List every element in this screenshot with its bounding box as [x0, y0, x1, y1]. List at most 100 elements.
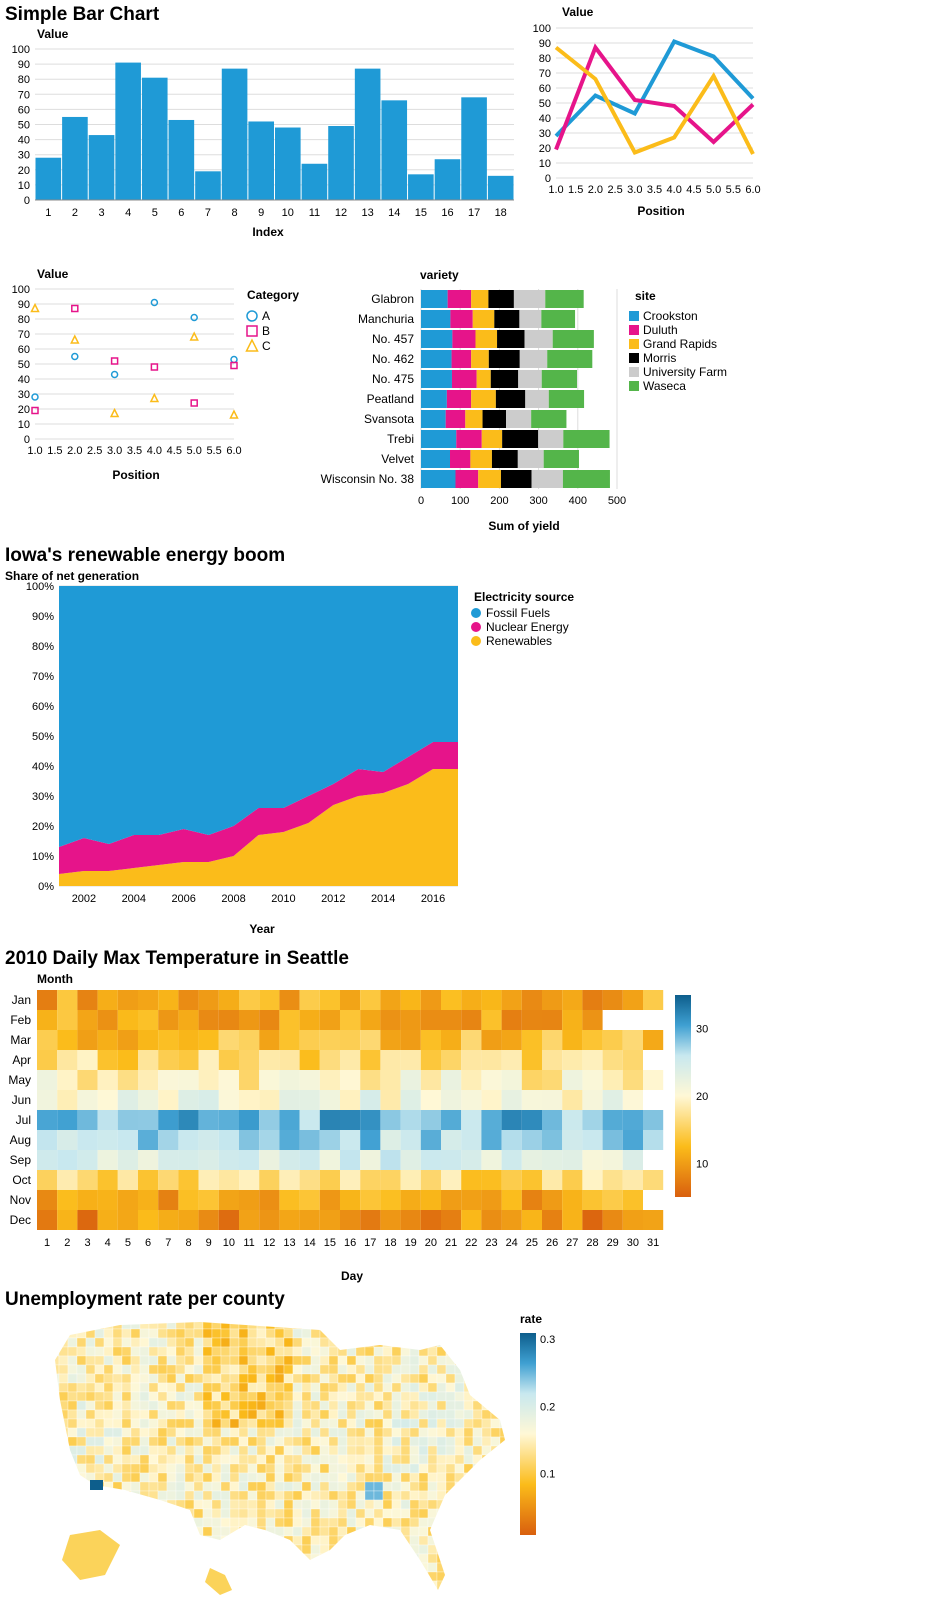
county	[175, 1463, 186, 1474]
iowa-y-tick: 90%	[32, 611, 54, 623]
county	[445, 1418, 456, 1429]
county	[238, 1409, 249, 1420]
county	[427, 1454, 438, 1465]
county	[247, 1355, 258, 1366]
county	[148, 1508, 159, 1519]
county	[463, 1499, 474, 1510]
seattle-day-tick: 20	[425, 1237, 437, 1249]
county	[436, 1508, 447, 1519]
county	[157, 1382, 168, 1393]
seattle-month-label: Jun	[12, 1093, 31, 1107]
county	[400, 1436, 411, 1447]
county	[121, 1418, 132, 1429]
county	[283, 1418, 294, 1429]
seattle-heat-cell	[481, 1170, 502, 1190]
seattle-heat-cell	[138, 1110, 159, 1130]
unemployment-title: Unemployment rate per county	[5, 1289, 285, 1310]
county	[238, 1526, 249, 1537]
barley-bar-segment	[421, 390, 447, 408]
barley-legend-swatch	[629, 311, 639, 321]
barley-bar-segment	[519, 350, 548, 368]
seattle-heat-cell	[117, 1170, 138, 1190]
county	[166, 1490, 177, 1501]
county	[310, 1481, 321, 1492]
county	[319, 1553, 330, 1564]
seattle-heat-cell	[380, 1010, 401, 1030]
county	[364, 1517, 375, 1528]
county	[409, 1544, 420, 1555]
seattle-heat-cell	[461, 1030, 482, 1050]
county	[58, 1427, 69, 1438]
seattle-heat-cell	[380, 1070, 401, 1090]
seattle-heat-cell	[218, 1030, 239, 1050]
county	[256, 1553, 267, 1564]
county	[130, 1535, 141, 1546]
seattle-day-tick: 23	[485, 1237, 497, 1249]
bar-chart-y-label: Value	[37, 27, 69, 41]
line-chart-x-tick: 4.0	[667, 184, 682, 196]
county	[130, 1508, 141, 1519]
county	[103, 1373, 114, 1384]
county	[481, 1346, 492, 1357]
county	[509, 1365, 518, 1374]
county	[184, 1382, 195, 1393]
county	[382, 1427, 393, 1438]
bar	[381, 100, 408, 200]
county	[328, 1499, 339, 1510]
county	[472, 1517, 483, 1528]
seattle-heat-cell	[259, 1050, 280, 1070]
county	[157, 1580, 168, 1590]
barley-bar-segment	[562, 470, 610, 488]
county	[427, 1562, 438, 1573]
scatter-chart-y-tick: 50	[18, 359, 30, 371]
county	[175, 1427, 186, 1438]
seattle-heat-cell	[178, 990, 199, 1010]
county	[364, 1589, 375, 1590]
seattle-heat-cell	[218, 1010, 239, 1030]
county	[256, 1526, 267, 1537]
county	[427, 1580, 438, 1590]
county	[76, 1517, 87, 1528]
barley-legend-title: site	[635, 289, 656, 303]
county	[184, 1445, 195, 1456]
county	[121, 1436, 132, 1447]
county	[373, 1373, 384, 1384]
scatter-chart-x-tick: 5.5	[206, 445, 221, 457]
county	[382, 1328, 393, 1339]
barley-bar-segment	[471, 290, 489, 308]
seattle-heat-cell	[138, 1130, 159, 1150]
county	[373, 1346, 384, 1357]
seattle-heat-cell	[97, 1110, 118, 1130]
county	[391, 1535, 402, 1546]
county	[283, 1364, 294, 1375]
county	[103, 1355, 114, 1366]
seattle-heat-cell	[481, 1210, 502, 1230]
county	[211, 1436, 222, 1447]
barley-x-tick: 200	[490, 495, 508, 507]
county	[175, 1418, 186, 1429]
county	[454, 1418, 465, 1429]
seattle-heat-cell	[562, 1130, 583, 1150]
seattle-heat-cell	[441, 990, 462, 1010]
county	[337, 1553, 348, 1564]
county	[139, 1400, 150, 1411]
county	[400, 1544, 411, 1555]
county	[490, 1445, 501, 1456]
county	[463, 1463, 474, 1474]
county	[247, 1418, 258, 1429]
county	[337, 1346, 348, 1357]
county	[274, 1328, 285, 1339]
iowa-legend-swatch	[471, 608, 481, 618]
county	[355, 1544, 366, 1555]
seattle-heat-cell	[622, 1110, 643, 1130]
county	[364, 1322, 375, 1330]
county	[382, 1391, 393, 1402]
barley-x-tick: 500	[608, 495, 626, 507]
county	[139, 1355, 150, 1366]
county	[319, 1436, 330, 1447]
county	[283, 1400, 294, 1411]
county	[409, 1373, 420, 1384]
county	[463, 1391, 474, 1402]
seattle-heat-cell	[57, 1050, 78, 1070]
